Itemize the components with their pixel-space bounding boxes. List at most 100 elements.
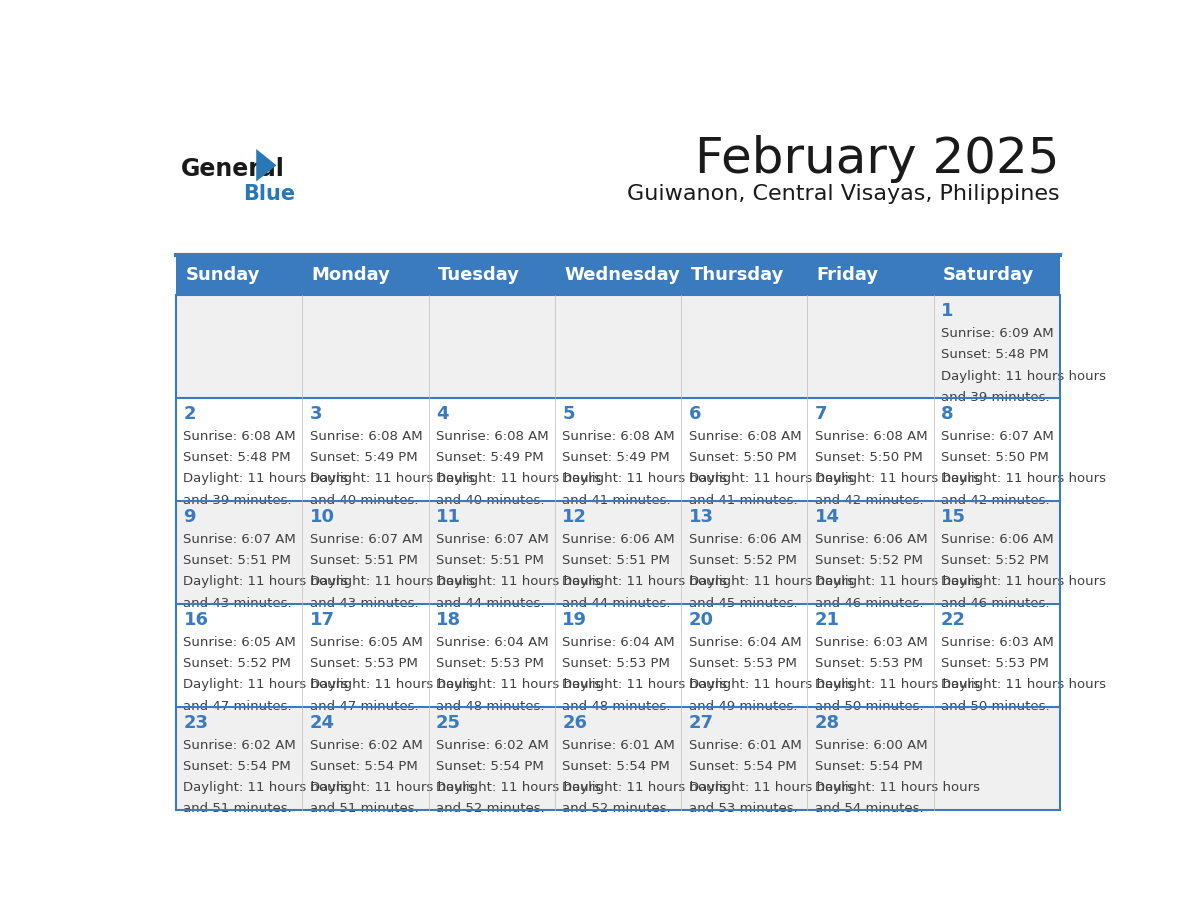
Text: Sunrise: 6:08 AM: Sunrise: 6:08 AM [183, 431, 296, 443]
Text: Sunrise: 6:01 AM: Sunrise: 6:01 AM [562, 739, 675, 752]
Text: Daylight: 11 hours hours: Daylight: 11 hours hours [562, 576, 727, 588]
Text: 16: 16 [183, 611, 208, 629]
Text: and 40 minutes.: and 40 minutes. [310, 494, 418, 507]
Text: 22: 22 [941, 611, 966, 629]
Text: Daylight: 11 hours hours: Daylight: 11 hours hours [436, 473, 601, 486]
Text: Daylight: 11 hours hours: Daylight: 11 hours hours [815, 576, 980, 588]
Text: Friday: Friday [816, 266, 879, 285]
Text: 1: 1 [941, 302, 954, 320]
Text: 8: 8 [941, 406, 954, 423]
Text: Sunset: 5:52 PM: Sunset: 5:52 PM [689, 554, 796, 567]
Bar [176, 398, 1060, 501]
Text: Sunrise: 6:08 AM: Sunrise: 6:08 AM [562, 431, 675, 443]
Text: and 40 minutes.: and 40 minutes. [436, 494, 544, 507]
Text: Sunset: 5:49 PM: Sunset: 5:49 PM [310, 452, 417, 465]
Text: Sunset: 5:54 PM: Sunset: 5:54 PM [310, 760, 417, 773]
Text: 21: 21 [815, 611, 840, 629]
Text: Sunrise: 6:06 AM: Sunrise: 6:06 AM [941, 533, 1054, 546]
Bar [176, 296, 1060, 398]
Text: Sunset: 5:52 PM: Sunset: 5:52 PM [183, 657, 291, 670]
Text: Daylight: 11 hours hours: Daylight: 11 hours hours [562, 781, 727, 794]
Text: Sunset: 5:53 PM: Sunset: 5:53 PM [689, 657, 796, 670]
Text: 26: 26 [562, 714, 587, 732]
Text: 7: 7 [815, 406, 827, 423]
Text: and 46 minutes.: and 46 minutes. [941, 597, 1049, 610]
Text: Sunrise: 6:06 AM: Sunrise: 6:06 AM [815, 533, 928, 546]
Text: Sunset: 5:51 PM: Sunset: 5:51 PM [562, 554, 670, 567]
Text: Sunrise: 6:07 AM: Sunrise: 6:07 AM [310, 533, 423, 546]
Text: Daylight: 11 hours hours: Daylight: 11 hours hours [941, 678, 1106, 691]
Text: General: General [181, 157, 285, 181]
Text: Daylight: 11 hours hours: Daylight: 11 hours hours [941, 370, 1106, 383]
Text: Daylight: 11 hours hours: Daylight: 11 hours hours [436, 576, 601, 588]
Text: Daylight: 11 hours hours: Daylight: 11 hours hours [689, 781, 853, 794]
Text: Sunrise: 6:03 AM: Sunrise: 6:03 AM [941, 636, 1054, 649]
Text: Sunrise: 6:08 AM: Sunrise: 6:08 AM [436, 431, 549, 443]
Text: Daylight: 11 hours hours: Daylight: 11 hours hours [815, 473, 980, 486]
Text: Daylight: 11 hours hours: Daylight: 11 hours hours [689, 473, 853, 486]
Text: Sunday: Sunday [185, 266, 260, 285]
Text: Sunrise: 6:06 AM: Sunrise: 6:06 AM [562, 533, 675, 546]
Text: 12: 12 [562, 509, 587, 526]
Text: Sunrise: 6:04 AM: Sunrise: 6:04 AM [689, 636, 801, 649]
Text: Daylight: 11 hours hours: Daylight: 11 hours hours [183, 678, 348, 691]
Text: Sunset: 5:54 PM: Sunset: 5:54 PM [562, 760, 670, 773]
Text: Daylight: 11 hours hours: Daylight: 11 hours hours [436, 781, 601, 794]
Text: Sunset: 5:54 PM: Sunset: 5:54 PM [689, 760, 796, 773]
Text: 23: 23 [183, 714, 208, 732]
Text: Sunrise: 6:02 AM: Sunrise: 6:02 AM [436, 739, 549, 752]
Text: Sunrise: 6:06 AM: Sunrise: 6:06 AM [689, 533, 801, 546]
Text: and 46 minutes.: and 46 minutes. [815, 597, 923, 610]
Text: and 39 minutes.: and 39 minutes. [941, 391, 1050, 404]
Text: and 53 minutes.: and 53 minutes. [689, 802, 797, 815]
Text: Daylight: 11 hours hours: Daylight: 11 hours hours [310, 576, 475, 588]
Bar [176, 604, 1060, 707]
Text: February 2025: February 2025 [695, 135, 1060, 183]
Text: Daylight: 11 hours hours: Daylight: 11 hours hours [183, 473, 348, 486]
Text: Sunset: 5:54 PM: Sunset: 5:54 PM [183, 760, 291, 773]
Text: and 49 minutes.: and 49 minutes. [689, 700, 797, 712]
Text: Sunrise: 6:08 AM: Sunrise: 6:08 AM [815, 431, 928, 443]
Text: 17: 17 [310, 611, 335, 629]
Text: and 39 minutes.: and 39 minutes. [183, 494, 292, 507]
Text: 5: 5 [562, 406, 575, 423]
Text: Daylight: 11 hours hours: Daylight: 11 hours hours [183, 576, 348, 588]
Text: Daylight: 11 hours hours: Daylight: 11 hours hours [310, 473, 475, 486]
Text: Wednesday: Wednesday [564, 266, 680, 285]
Text: and 43 minutes.: and 43 minutes. [183, 597, 292, 610]
Text: and 41 minutes.: and 41 minutes. [689, 494, 797, 507]
Text: and 52 minutes.: and 52 minutes. [562, 802, 671, 815]
Text: Sunset: 5:48 PM: Sunset: 5:48 PM [183, 452, 291, 465]
Text: Sunset: 5:52 PM: Sunset: 5:52 PM [815, 554, 923, 567]
Text: Sunrise: 6:04 AM: Sunrise: 6:04 AM [562, 636, 675, 649]
Text: Sunset: 5:50 PM: Sunset: 5:50 PM [689, 452, 796, 465]
Bar [176, 501, 1060, 604]
Text: Sunrise: 6:07 AM: Sunrise: 6:07 AM [183, 533, 296, 546]
Text: 19: 19 [562, 611, 587, 629]
Text: 11: 11 [436, 509, 461, 526]
Text: Daylight: 11 hours hours: Daylight: 11 hours hours [815, 781, 980, 794]
Text: and 45 minutes.: and 45 minutes. [689, 597, 797, 610]
Text: Sunrise: 6:04 AM: Sunrise: 6:04 AM [436, 636, 549, 649]
Text: Daylight: 11 hours hours: Daylight: 11 hours hours [436, 678, 601, 691]
Text: 2: 2 [183, 406, 196, 423]
Text: and 44 minutes.: and 44 minutes. [436, 597, 544, 610]
Text: Sunset: 5:51 PM: Sunset: 5:51 PM [310, 554, 418, 567]
Polygon shape [257, 149, 277, 182]
Text: and 43 minutes.: and 43 minutes. [310, 597, 418, 610]
Text: Sunrise: 6:07 AM: Sunrise: 6:07 AM [436, 533, 549, 546]
Text: Blue: Blue [244, 185, 296, 205]
Text: Sunset: 5:53 PM: Sunset: 5:53 PM [815, 657, 923, 670]
Text: and 47 minutes.: and 47 minutes. [183, 700, 292, 712]
Text: Saturday: Saturday [943, 266, 1035, 285]
Text: Sunset: 5:53 PM: Sunset: 5:53 PM [310, 657, 418, 670]
Text: Sunset: 5:53 PM: Sunset: 5:53 PM [436, 657, 544, 670]
Text: 20: 20 [689, 611, 714, 629]
Bar [176, 707, 1060, 810]
Text: 18: 18 [436, 611, 461, 629]
Text: and 41 minutes.: and 41 minutes. [562, 494, 671, 507]
Bar [176, 255, 1060, 296]
Text: and 42 minutes.: and 42 minutes. [941, 494, 1050, 507]
Text: Sunset: 5:53 PM: Sunset: 5:53 PM [562, 657, 670, 670]
Text: and 51 minutes.: and 51 minutes. [310, 802, 418, 815]
